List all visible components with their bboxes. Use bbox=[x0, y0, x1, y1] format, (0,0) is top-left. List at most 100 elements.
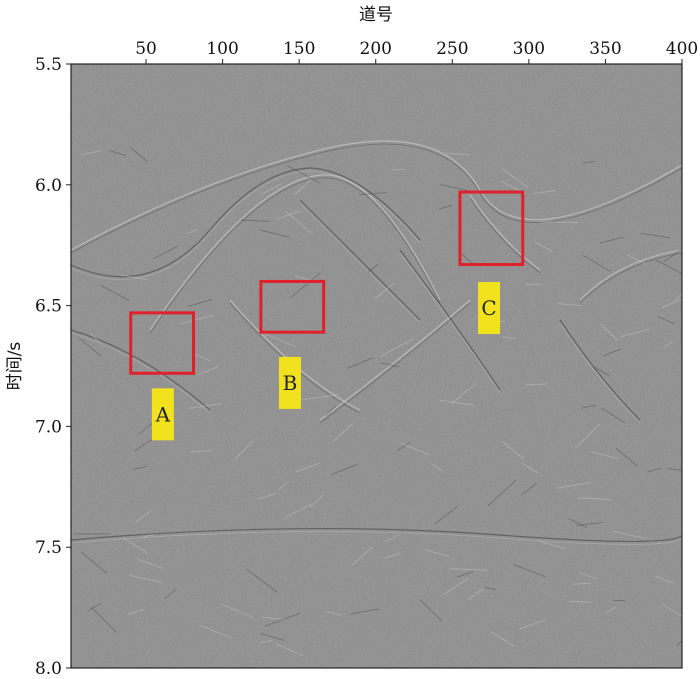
seismic-streak bbox=[240, 219, 270, 222]
seismic-streak bbox=[264, 612, 300, 627]
seismic-streak bbox=[600, 407, 625, 423]
seismic-streak bbox=[502, 441, 524, 460]
seismic-streak bbox=[521, 462, 539, 474]
seismic-event-line bbox=[559, 322, 641, 424]
seismic-streak bbox=[576, 522, 603, 527]
seismic-streak bbox=[133, 465, 147, 470]
seismic-streak bbox=[539, 221, 579, 223]
seismic-streak bbox=[568, 518, 588, 528]
seismic-streak bbox=[199, 624, 231, 638]
seismic-streak bbox=[302, 394, 339, 401]
seismic-streak bbox=[569, 600, 592, 603]
annotation-box-a bbox=[129, 311, 196, 375]
seismic-streak bbox=[578, 571, 598, 580]
seismic-event-line bbox=[71, 143, 682, 254]
annotation-box-c bbox=[458, 190, 525, 267]
seismic-streak bbox=[142, 533, 154, 538]
seismic-streak bbox=[293, 176, 314, 196]
seismic-streak bbox=[432, 464, 442, 472]
seismic-streak bbox=[351, 546, 373, 566]
seismic-streak bbox=[627, 254, 647, 265]
seismic-streak bbox=[278, 481, 290, 490]
seismic-streak bbox=[257, 492, 277, 500]
seismic-streak bbox=[374, 282, 396, 300]
seismic-streak bbox=[287, 165, 321, 184]
seismic-streak bbox=[577, 497, 612, 500]
seismic-streak bbox=[295, 462, 321, 473]
seismic-streak bbox=[519, 619, 546, 630]
seismic-streak bbox=[487, 479, 517, 507]
x-axis-title: 道号 bbox=[359, 5, 393, 25]
seismic-streak bbox=[197, 366, 219, 375]
x-tick-label: 100 bbox=[206, 39, 238, 59]
seismic-streak bbox=[109, 150, 126, 157]
seismic-event-line bbox=[71, 531, 682, 545]
x-tick-label: 50 bbox=[135, 39, 157, 59]
seismic-streak bbox=[190, 450, 212, 453]
seismic-streak bbox=[87, 602, 102, 612]
seismic-streak bbox=[490, 631, 515, 647]
seismic-streak bbox=[556, 303, 581, 307]
seismic-streak bbox=[439, 204, 453, 210]
seismic-event-line bbox=[399, 249, 501, 391]
x-tick-label: 400 bbox=[666, 39, 698, 59]
seismic-streak bbox=[664, 341, 673, 349]
seismic-streak bbox=[557, 482, 591, 489]
seismic-streak bbox=[188, 298, 213, 307]
seismic-streak bbox=[309, 495, 324, 508]
seismic-streak bbox=[153, 245, 178, 259]
seismic-streak bbox=[663, 248, 682, 263]
seismic-streak bbox=[501, 167, 529, 189]
seismic-streak bbox=[582, 160, 595, 164]
x-axis-ticks: 50 100 150 200 250 300 350 400 bbox=[135, 39, 698, 64]
seismic-streak bbox=[90, 333, 100, 342]
seismic-event-line bbox=[319, 299, 471, 421]
seismic-streak bbox=[580, 404, 597, 409]
seismic-streak bbox=[122, 537, 148, 554]
seismic-streak bbox=[367, 263, 379, 273]
seismic-streak bbox=[594, 366, 610, 377]
seismic-streak bbox=[260, 331, 296, 348]
seismic-streak bbox=[285, 504, 312, 518]
seismic-streak bbox=[575, 423, 600, 449]
seismic-streak bbox=[419, 599, 443, 622]
seismic-streak bbox=[187, 228, 198, 235]
seismic-event-line bbox=[399, 252, 501, 394]
seismic-streak bbox=[380, 338, 414, 357]
plot-frame bbox=[70, 63, 683, 669]
seismic-streak bbox=[439, 399, 476, 406]
seismic-streak bbox=[604, 606, 617, 614]
y-tick-label: 6.0 bbox=[35, 176, 62, 196]
seismic-streak bbox=[188, 403, 222, 409]
seismic-streak bbox=[655, 259, 682, 275]
seismic-event-line bbox=[299, 199, 421, 321]
seismic-streak bbox=[81, 150, 102, 156]
seismic-streak bbox=[657, 315, 675, 325]
seismic-streak bbox=[350, 608, 380, 615]
seismic-streak bbox=[582, 255, 611, 272]
seismic-streak bbox=[260, 633, 285, 641]
y-tick-label: 6.5 bbox=[35, 297, 62, 317]
seismic-streak bbox=[260, 229, 290, 238]
x-tick-label: 350 bbox=[589, 39, 621, 59]
annotation-box-b bbox=[259, 279, 326, 334]
seismic-streak bbox=[380, 362, 400, 368]
seismic-event-line bbox=[149, 174, 441, 331]
seismic-streak bbox=[384, 552, 400, 559]
seismic-streak bbox=[129, 146, 148, 162]
seismic-streak bbox=[137, 558, 163, 569]
x-tick-label: 300 bbox=[513, 39, 545, 59]
x-tick-label: 250 bbox=[436, 39, 468, 59]
seismic-noise-texture bbox=[71, 64, 682, 668]
seismic-streak bbox=[220, 603, 254, 618]
seismic-streak bbox=[640, 232, 671, 239]
annotation-label-bg-b bbox=[278, 356, 301, 409]
y-tick-label: 7.0 bbox=[35, 417, 62, 437]
seismic-streak bbox=[534, 241, 553, 252]
seismic-event-line bbox=[71, 167, 421, 278]
seismic-streak bbox=[445, 152, 470, 156]
seismic-streak bbox=[325, 611, 342, 616]
seismic-streak bbox=[539, 540, 567, 550]
seismic-streak bbox=[456, 571, 474, 578]
seismic-streak bbox=[502, 336, 516, 340]
